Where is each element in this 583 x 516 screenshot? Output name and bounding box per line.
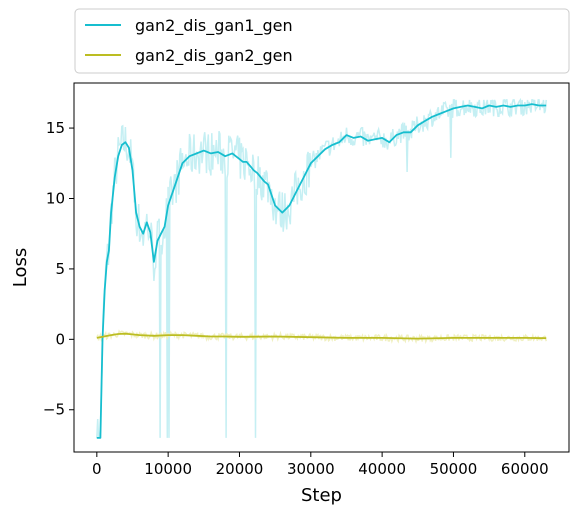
smoothed-series-layer bbox=[96, 103, 547, 439]
x-axis-label: Step bbox=[301, 485, 342, 506]
raw-series-layer bbox=[96, 97, 547, 439]
plot-frame bbox=[73, 82, 570, 453]
legend-label-gan2-dis-gan2-gen: gan2_dis_gan2_gen bbox=[135, 46, 293, 66]
y-tick-label: 5 bbox=[55, 260, 65, 278]
y-tick-label: 15 bbox=[46, 119, 65, 137]
legend: gan2_dis_gan1_gen gan2_dis_gan2_gen bbox=[74, 8, 570, 74]
series-line-gan2-dis-gan2-gen bbox=[96, 332, 547, 340]
y-tick-label: 0 bbox=[55, 330, 65, 348]
y-tick-label: 10 bbox=[46, 189, 65, 207]
legend-frame bbox=[74, 8, 570, 74]
x-tick-label: 40000 bbox=[358, 460, 406, 478]
raw-line-gan2-dis-gan1-gen bbox=[96, 97, 547, 439]
y-tick-label: −5 bbox=[43, 401, 65, 419]
raw-line-gan2-dis-gan2-gen bbox=[96, 329, 547, 345]
legend-label-gan2-dis-gan1-gen: gan2_dis_gan1_gen bbox=[135, 16, 293, 36]
x-tick-label: 10000 bbox=[144, 460, 192, 478]
x-tick-label: 20000 bbox=[216, 460, 264, 478]
x-tick-label: 50000 bbox=[430, 460, 478, 478]
x-tick-label: 0 bbox=[92, 460, 102, 478]
x-tick-label: 30000 bbox=[287, 460, 335, 478]
y-axis-ticks: −5 0 5 10 15 bbox=[43, 119, 74, 419]
x-axis-ticks: 0 10000 20000 30000 40000 50000 60000 bbox=[92, 452, 549, 478]
y-axis-label: Loss bbox=[10, 248, 31, 287]
x-tick-label: 60000 bbox=[501, 460, 549, 478]
series-line-gan2-dis-gan1-gen bbox=[96, 103, 547, 439]
